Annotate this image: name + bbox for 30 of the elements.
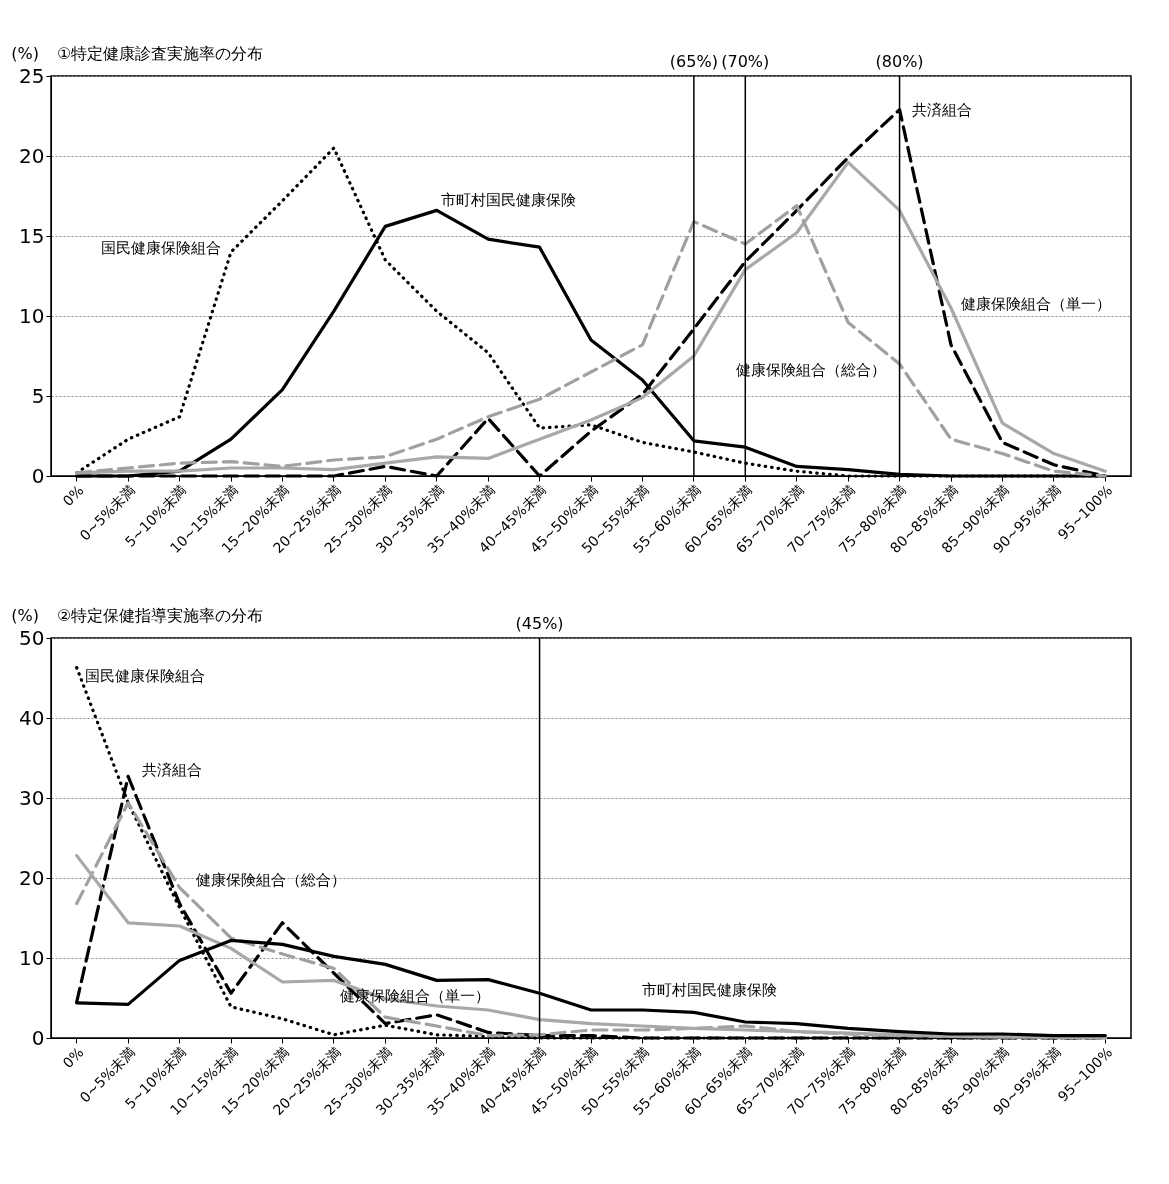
y-tick-label: 50	[19, 625, 45, 650]
y-tick-label: 0	[31, 1025, 45, 1050]
chart-title: ①特定健康診査実施率の分布	[57, 44, 264, 63]
y-tick-label: 0	[31, 463, 45, 488]
y-tick-label: 25	[19, 63, 45, 88]
y-tick-label: 5	[31, 383, 45, 408]
ref-line-label: (70%)	[721, 52, 770, 71]
series-label: 共済組合	[911, 100, 972, 119]
chart-title: ②特定保健指導実施率の分布	[57, 606, 264, 625]
series-label: 国民健康保険組合	[101, 239, 221, 257]
ref-line-label: (80%)	[875, 52, 924, 71]
series-label: 共済組合	[142, 761, 203, 780]
y-tick-label: 10	[19, 945, 45, 970]
ref-line-label: (65%)	[669, 52, 718, 71]
y-tick-label: 15	[19, 223, 45, 248]
ref-line-label: (45%)	[515, 614, 564, 633]
y-axis-title: (%)	[11, 606, 39, 625]
series-label: 市町村国民健康保険	[440, 191, 576, 210]
series-label: 健康保険組合（総合）	[195, 870, 346, 889]
x-tick-label: 0%	[59, 1044, 87, 1072]
y-tick-label: 40	[19, 705, 45, 730]
y-tick-label: 20	[19, 865, 45, 890]
y-tick-label: 30	[19, 785, 45, 810]
series-label: 健康保険組合（単一）	[961, 295, 1111, 313]
series-label: 市町村国民健康保険	[642, 981, 778, 999]
y-tick-label: 10	[19, 303, 45, 328]
x-tick-label: 0%	[59, 482, 87, 510]
y-axis-title: (%)	[11, 44, 39, 63]
y-tick-label: 20	[19, 143, 45, 168]
series-label: 国民健康保険組合	[84, 666, 205, 685]
